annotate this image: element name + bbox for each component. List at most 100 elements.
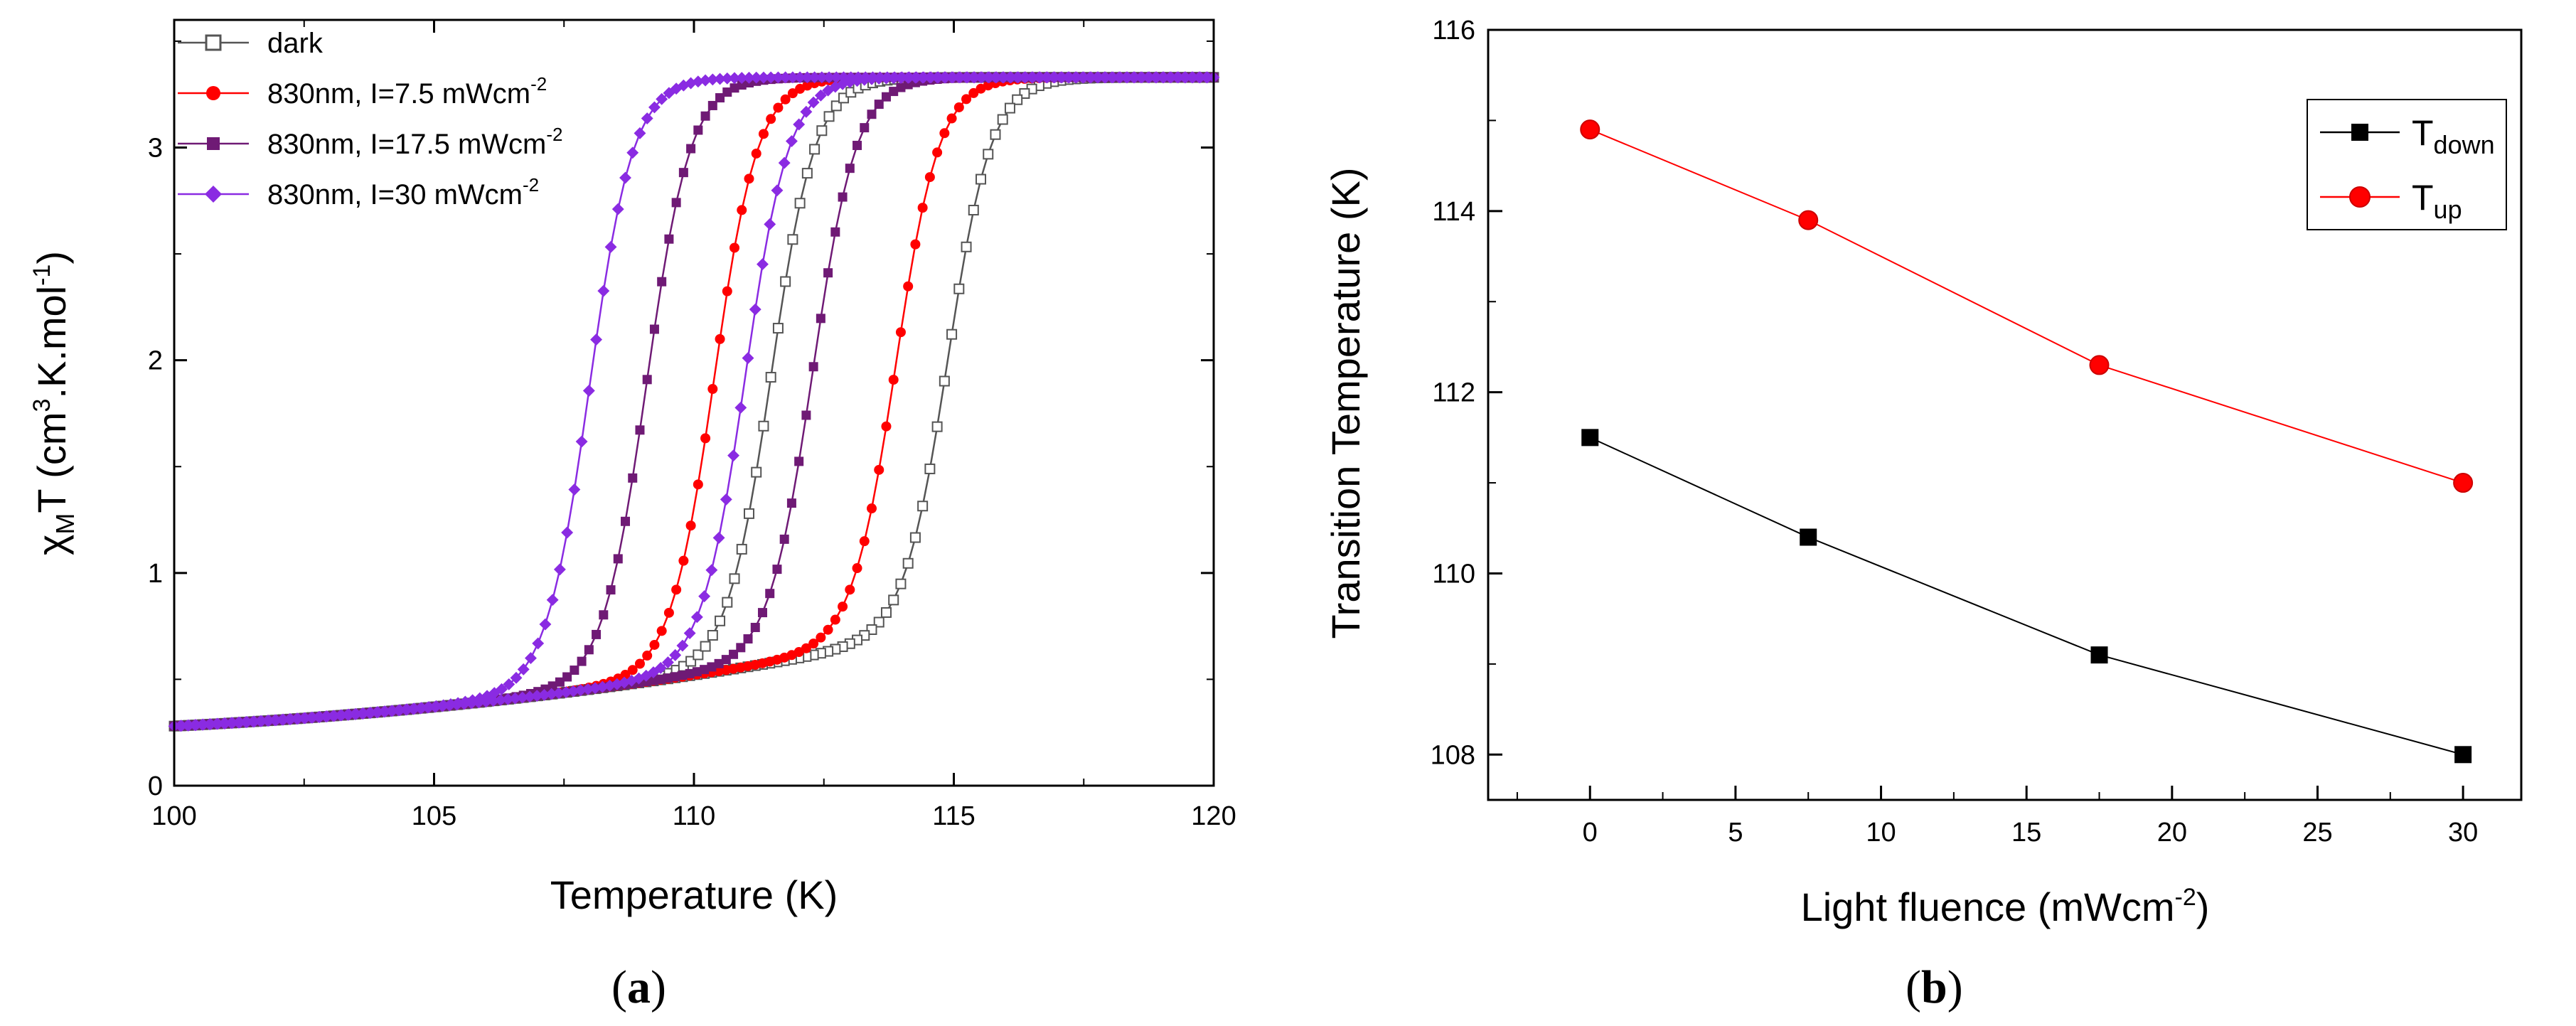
chart-a-series-1-point-64 bbox=[634, 658, 645, 669]
chart-a-series-3-point-179 bbox=[946, 71, 958, 84]
chart-a-series-3-point-271 bbox=[276, 713, 289, 726]
chart-a-series-1-point-192 bbox=[852, 563, 862, 574]
chart-b: 0 5 10 15 20 25 30 108 110 112 114 116 Transition T… bbox=[1323, 16, 2523, 1013]
chart-a-series-3-point-145 bbox=[1193, 71, 1205, 84]
chart-a-series-0-point-176 bbox=[968, 205, 979, 216]
chart-a-series-1-point-188 bbox=[881, 421, 892, 432]
chart-b-xtick-label-1: 5 bbox=[1728, 818, 1743, 848]
chart-a-series-3-point-163 bbox=[1062, 71, 1074, 84]
chart-a-series-0-point-175 bbox=[976, 173, 987, 185]
chart-a-series-1-point-183 bbox=[917, 203, 928, 213]
chart-b-legend-box bbox=[2307, 99, 2507, 230]
chart-b-xlabel: Light fluence (mWcm-2) bbox=[1801, 884, 2210, 929]
chart-b-xtick-label-2: 10 bbox=[1866, 818, 1896, 848]
legend-a-30-marker bbox=[205, 186, 222, 203]
chart-a-series-2-point-60 bbox=[606, 585, 616, 595]
chart-a-series-3-point-267 bbox=[305, 711, 318, 724]
chart-b-Tup-point-3 bbox=[2453, 473, 2474, 493]
chart-a-series-3-point-63 bbox=[626, 146, 639, 159]
chart-a-series-3-point-60 bbox=[604, 240, 617, 253]
chart-a-series-1-point-180 bbox=[939, 128, 950, 139]
chart-a-series-3-point-88 bbox=[808, 71, 821, 84]
chart-a-series-1-point-80 bbox=[751, 148, 761, 159]
chart-a-series-1-point-187 bbox=[888, 375, 899, 385]
chart-a-series-3-point-255 bbox=[392, 704, 405, 717]
chart-a-series-3-point-237 bbox=[523, 690, 536, 703]
chart-a-series-3-point-278 bbox=[225, 717, 237, 730]
chart-a-series-3-point-242 bbox=[487, 695, 500, 707]
chart-a-series-0-point-172 bbox=[997, 114, 1008, 125]
chart-a-ticks: 100 105 110 115 120 0 1 2 3 bbox=[148, 20, 1236, 831]
chart-a-series-3-point-219 bbox=[654, 661, 667, 674]
chart-a-series-3-point-91 bbox=[830, 71, 843, 84]
chart-b-Tdown-point-0 bbox=[1581, 429, 1599, 447]
chart-a-series-1-point-177 bbox=[961, 94, 972, 105]
chart-a-series-0-point-85 bbox=[787, 234, 798, 245]
chart-a-series-3-point-158 bbox=[1099, 71, 1111, 84]
chart-a-series-0-point-89 bbox=[816, 125, 828, 137]
chart-a-series-3-point-177 bbox=[960, 71, 973, 84]
chart-a-series-1-point-69 bbox=[671, 584, 682, 595]
chart-a-series-2-point-62 bbox=[621, 516, 631, 526]
chart-a-series-2-point-69 bbox=[671, 198, 681, 208]
chart-a-series-0-point-177 bbox=[961, 241, 972, 252]
chart-a-series-1-point-75 bbox=[715, 333, 725, 344]
chart-a-series-3-point-231 bbox=[567, 685, 579, 698]
chart-a-series-3-point-55 bbox=[568, 483, 581, 496]
chart-a-series-3-point-240 bbox=[501, 693, 514, 705]
chart-a-series-2-point-219 bbox=[656, 674, 666, 684]
chart-a-series-0-point-82 bbox=[765, 372, 776, 383]
chart-a-series-0-point-186 bbox=[895, 578, 907, 589]
chart-a-series-2-point-76 bbox=[722, 87, 732, 97]
chart-a-series-3-point-272 bbox=[269, 714, 282, 727]
chart-a-series-0-point-188 bbox=[880, 606, 892, 618]
legend-a-17-5: 830nm, I=17.5 mWcm-2 bbox=[178, 124, 563, 160]
chart-a-series-3-point-268 bbox=[298, 712, 311, 725]
chart-a-series-2-point-73 bbox=[700, 111, 710, 121]
chart-a-series-0-point-182 bbox=[924, 463, 936, 474]
chart-a-series-1-point-198 bbox=[808, 638, 819, 649]
chart-a-series-3-point-220 bbox=[647, 666, 660, 678]
chart-a-series-0-point-77 bbox=[729, 573, 740, 584]
chart-b-Tup-point-2 bbox=[2089, 355, 2110, 375]
chart-a-series-0-point-174 bbox=[983, 149, 994, 160]
chart-a-series-3-point-167 bbox=[1032, 71, 1045, 84]
legend-a-7-5-marker bbox=[206, 86, 220, 100]
chart-a-series-3-point-153 bbox=[1135, 71, 1148, 84]
chart-a-series-1-point-81 bbox=[758, 129, 769, 139]
chart-a-series-1-point-179 bbox=[946, 113, 957, 124]
chart-a-series-3-line bbox=[173, 76, 1214, 727]
chart-a-series-3-point-172 bbox=[996, 71, 1009, 84]
chart-b-Tup-point-1 bbox=[1798, 210, 1819, 230]
chart-a-series-3-point-249 bbox=[436, 700, 449, 712]
chart-a-series-3-point-241 bbox=[494, 694, 507, 706]
chart-a-ylabel: χMT (cm3.K.mol-1) bbox=[28, 251, 80, 555]
chart-a-series-1-point-71 bbox=[685, 520, 696, 531]
chart-a-series-2-point-209 bbox=[729, 649, 739, 659]
chart-a-series-3-point-209 bbox=[727, 449, 740, 462]
chart-a-series-3-point-214 bbox=[690, 611, 703, 624]
chart-a-series-1-point-191 bbox=[859, 536, 870, 547]
chart-a-series-2-point-216 bbox=[678, 670, 688, 680]
chart-a-series-3-point-157 bbox=[1106, 71, 1118, 84]
chart-a-series-0-point-83 bbox=[772, 323, 784, 334]
chart-a-series-3-point-161 bbox=[1076, 71, 1089, 84]
chart-b-series-layer bbox=[1580, 119, 2474, 764]
chart-a-series-3-point-199 bbox=[800, 105, 813, 118]
chart-a-series-3-point-162 bbox=[1069, 71, 1082, 84]
chart-a-series-0-point-81 bbox=[758, 420, 769, 432]
chart-a-series-0-point-73 bbox=[700, 641, 711, 652]
chart-a-series-1-point-84 bbox=[780, 94, 791, 105]
chart-a-series-3-point-87 bbox=[801, 71, 813, 84]
chart-a-series-3-point-73 bbox=[699, 74, 712, 87]
chart-a-series-3-point-187 bbox=[887, 72, 900, 85]
chart-a-series-1-point-181 bbox=[932, 147, 943, 158]
chart-a-series-2-point-199 bbox=[801, 410, 811, 420]
chart-a-series-2-point-57 bbox=[584, 645, 594, 655]
chart-a-series-1-point-79 bbox=[744, 173, 754, 184]
chart-a-series-3-point-174 bbox=[982, 71, 995, 84]
chart-a-series-3-point-64 bbox=[634, 127, 646, 139]
chart-a-series-3-point-65 bbox=[641, 112, 653, 124]
panel-label-b: (b) bbox=[1906, 961, 1963, 1013]
chart-b-legend: Tdown Tup bbox=[2307, 99, 2507, 230]
